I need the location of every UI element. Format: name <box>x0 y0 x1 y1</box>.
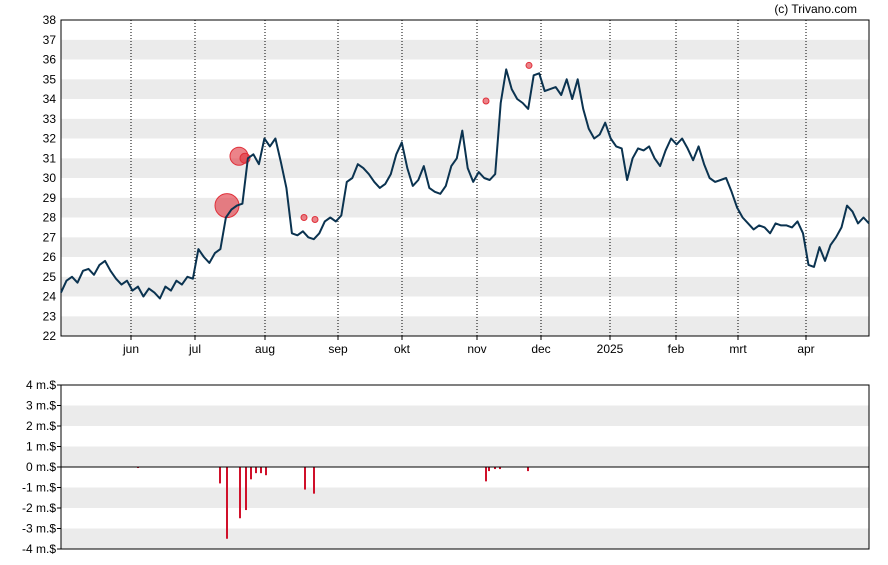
price-markers <box>214 61 533 223</box>
price-grid-band <box>61 237 869 257</box>
volume-bar <box>527 467 529 472</box>
volume-bar <box>499 467 501 470</box>
volume-bar <box>255 467 257 474</box>
price-grid-band <box>61 257 869 277</box>
price-grid-band <box>61 158 869 178</box>
price-y-tick-label: 30 <box>43 171 57 185</box>
volume-bar <box>250 467 252 480</box>
volume-panel: -4 m.$ -3 m.$ -2 m.$ -1 m.$ 0 m.$ 1 m.$ 2 m.$ 3… <box>22 378 870 556</box>
price-grid-band <box>61 296 869 317</box>
price-y-tick-label: 22 <box>43 329 57 343</box>
price-y-tick-label: 35 <box>43 72 57 86</box>
price-x-tick-label: aug <box>255 342 275 356</box>
volume-y-tick-label: 2 m.$ <box>26 419 56 433</box>
price-x-tick-label: jul <box>188 342 201 356</box>
price-grid-band <box>61 79 869 99</box>
price-y-tick-label: 28 <box>43 211 57 225</box>
price-x-tick-label: 2025 <box>597 342 624 356</box>
volume-y-axis: -4 m.$ -3 m.$ -2 m.$ -1 m.$ 0 m.$ 1 m.$ 2 m.$ 3… <box>22 378 61 556</box>
price-x-tick-label: okt <box>394 342 411 356</box>
price-y-tick-label: 36 <box>43 53 57 67</box>
price-marker <box>482 97 490 105</box>
volume-bar <box>304 467 306 490</box>
volume-bar <box>245 467 247 511</box>
price-x-tick-label: feb <box>668 342 685 356</box>
price-grid-band <box>61 59 869 80</box>
volume-bars <box>137 467 529 539</box>
price-grid-band <box>61 316 869 336</box>
price-y-tick-label: 25 <box>43 270 57 284</box>
volume-bar <box>488 467 490 472</box>
volume-bar <box>260 467 262 474</box>
price-y-axis: 22 23 24 25 26 27 28 29 30 31 32 33 34 35 36 37 38 <box>43 13 57 343</box>
price-y-tick-label: 26 <box>43 250 57 264</box>
volume-grid-band <box>61 528 869 549</box>
volume-grid-band <box>61 385 869 406</box>
price-plot-frame <box>60 19 870 337</box>
price-grid-bands <box>61 20 869 336</box>
price-x-tick-label: apr <box>797 342 814 356</box>
price-y-tick-label: 33 <box>43 112 57 126</box>
copyright-text: (c) Trivano.com <box>774 2 857 16</box>
price-grid-band <box>61 276 869 297</box>
volume-bar <box>219 467 221 484</box>
volume-bar <box>494 467 496 470</box>
price-series-line <box>60 68 870 300</box>
volume-y-tick-label: 3 m.$ <box>26 399 56 413</box>
volume-bar <box>239 467 241 519</box>
volume-bar <box>265 467 267 476</box>
price-grid-band <box>61 217 869 238</box>
volume-grid-band <box>61 467 869 488</box>
price-y-tick-label: 27 <box>43 230 57 244</box>
volume-grid-band <box>61 487 869 508</box>
price-grid-band <box>61 197 869 218</box>
price-grid-band <box>61 39 869 60</box>
volume-grid-band <box>61 508 869 529</box>
volume-y-tick-label: -3 m.$ <box>22 522 56 536</box>
price-x-tick-label: sep <box>328 342 348 356</box>
price-x-tick-label: mrt <box>729 342 747 356</box>
volume-y-tick-label: 0 m.$ <box>26 460 56 474</box>
price-y-tick-label: 23 <box>43 309 57 323</box>
volume-bar <box>485 467 487 482</box>
price-x-tick-label: dec <box>531 342 550 356</box>
price-y-tick-label: 34 <box>43 92 57 106</box>
volume-bar <box>226 467 228 539</box>
price-y-tick-label: 24 <box>43 290 57 304</box>
volume-grid-band <box>61 446 869 467</box>
price-y-tick-label: 37 <box>43 33 57 47</box>
volume-bar <box>313 467 315 494</box>
price-x-tick-label: nov <box>467 342 486 356</box>
price-x-tick-label: jun <box>122 342 139 356</box>
volume-y-tick-label: 4 m.$ <box>26 378 56 392</box>
price-marker <box>300 214 308 221</box>
volume-y-tick-label: -4 m.$ <box>22 542 56 556</box>
volume-bar <box>137 467 139 469</box>
price-y-tick-label: 38 <box>43 13 57 27</box>
price-marker <box>525 61 533 69</box>
price-y-tick-label: 32 <box>43 132 57 146</box>
price-y-tick-label: 29 <box>43 191 57 205</box>
volume-grid-band <box>61 405 869 426</box>
price-grid-band <box>61 20 869 40</box>
volume-y-tick-label: 1 m.$ <box>26 440 56 454</box>
price-x-axis: jun jul aug sep okt nov dec 2025 feb mrt apr <box>122 336 815 356</box>
price-grid-band <box>61 178 869 198</box>
price-y-tick-label: 31 <box>43 151 57 165</box>
price-marker <box>311 215 319 223</box>
volume-y-tick-label: -2 m.$ <box>22 501 56 515</box>
price-grid-band <box>61 99 869 119</box>
volume-grid-bands <box>61 385 869 549</box>
price-grid-band <box>61 118 869 139</box>
volume-grid-band <box>61 426 869 447</box>
volume-y-tick-label: -1 m.$ <box>22 481 56 495</box>
